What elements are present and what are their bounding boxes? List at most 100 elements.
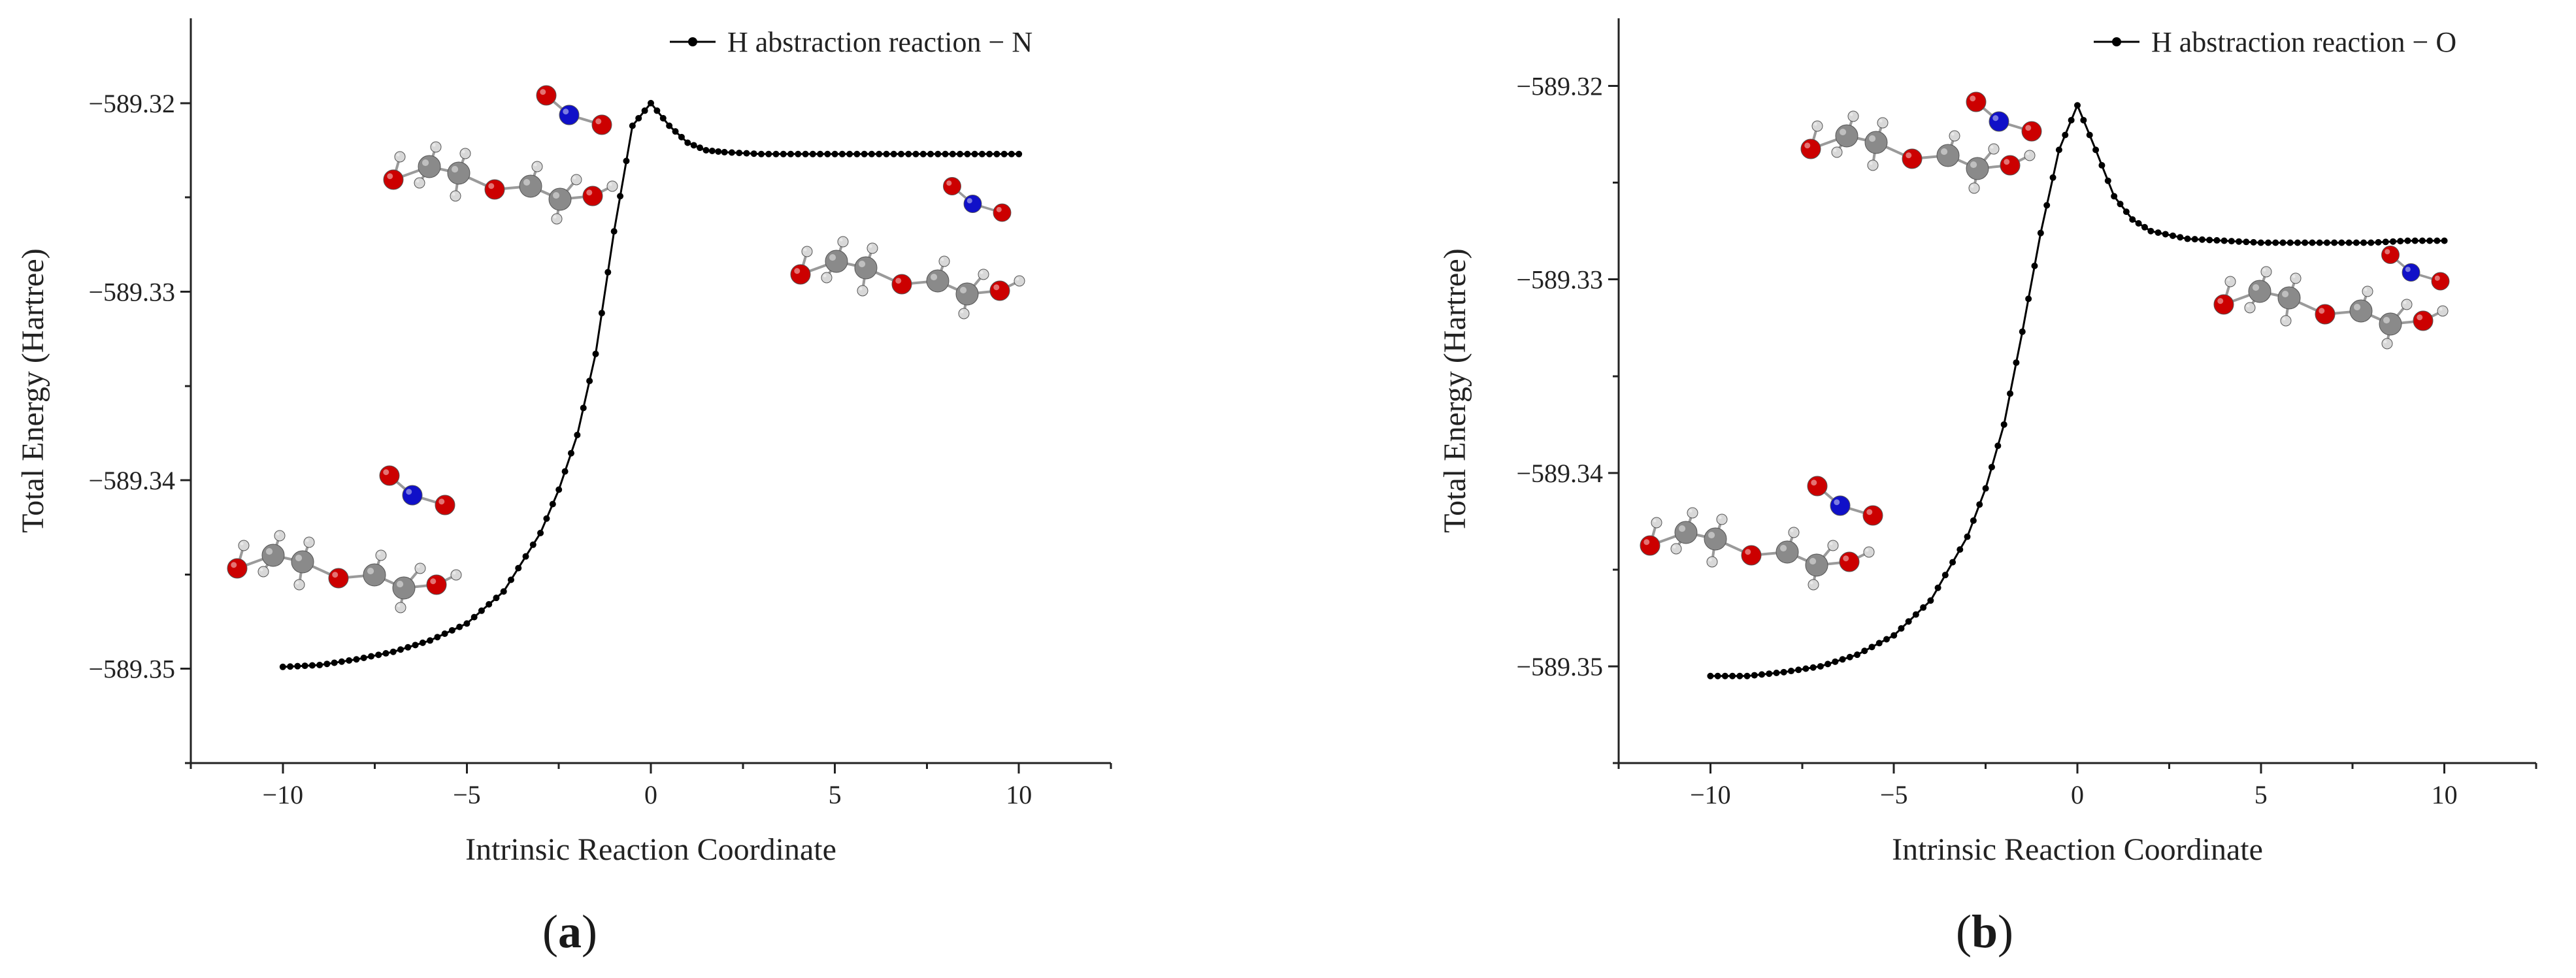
atom-highlight <box>1833 148 1837 152</box>
data-point <box>598 310 605 317</box>
data-point <box>1809 664 1817 671</box>
atom-H <box>450 569 462 581</box>
data-point <box>1949 559 1957 566</box>
data-point <box>397 646 405 653</box>
data-point <box>721 148 728 155</box>
no2-molecule <box>1966 91 2042 142</box>
data-point <box>1905 618 1912 625</box>
reactant-like-molecule <box>383 141 618 225</box>
data-point <box>617 193 624 200</box>
no2-molecule <box>2381 246 2450 291</box>
atom-H <box>570 174 582 186</box>
data-point <box>543 515 550 522</box>
data-point <box>1000 150 1008 157</box>
x-tick-label: 0 <box>644 780 657 809</box>
data-point <box>427 637 434 644</box>
atom-highlight <box>2405 267 2411 272</box>
data-point <box>648 99 654 106</box>
data-point <box>405 644 412 651</box>
data-point <box>2434 237 2441 244</box>
atom-highlight <box>1990 145 1994 149</box>
atom-highlight <box>2383 316 2390 324</box>
data-point <box>2279 239 2287 246</box>
legend-label: H abstraction reaction − N <box>727 26 1032 58</box>
atom-highlight <box>377 551 381 555</box>
atom-highlight <box>1970 184 1974 188</box>
atom-C <box>519 174 542 198</box>
atom-O <box>582 186 603 206</box>
atom-H <box>1788 527 1800 538</box>
data-point <box>2170 232 2177 239</box>
y-tick-label: −589.33 <box>1516 265 1603 295</box>
data-point <box>316 661 323 668</box>
data-point <box>2000 421 2007 428</box>
data-point <box>1707 672 1714 679</box>
atom-N <box>1989 111 2009 132</box>
atom-highlight <box>553 215 557 219</box>
atom-H <box>375 549 387 561</box>
atom-O <box>435 495 455 515</box>
atom-highlight <box>1643 539 1650 546</box>
data-point <box>1912 611 1919 618</box>
atom-O <box>1640 535 1660 556</box>
atom-highlight <box>1779 544 1787 552</box>
atom-C <box>447 161 471 185</box>
atom-C <box>1936 144 1960 167</box>
data-point <box>2338 239 2345 246</box>
data-point <box>905 150 912 157</box>
data-point <box>2236 238 2243 245</box>
atom-highlight <box>432 143 436 147</box>
atom-O <box>989 280 1010 301</box>
data-point <box>1868 644 1875 651</box>
atom-highlight <box>1879 119 1883 123</box>
data-point <box>323 660 331 668</box>
atom-H <box>531 161 543 172</box>
atom-highlight <box>1834 499 1840 506</box>
data-point <box>684 139 691 146</box>
atom-highlight <box>794 268 801 274</box>
atom-O <box>328 568 349 589</box>
data-point <box>2191 236 2198 243</box>
atom-H <box>857 285 868 297</box>
atom-H <box>1949 130 1960 142</box>
atom-H <box>1827 540 1839 551</box>
data-point <box>846 150 853 157</box>
atom-highlight <box>533 163 537 167</box>
atom-C <box>1835 124 1858 148</box>
data-point <box>537 529 544 536</box>
data-point <box>2007 390 2014 397</box>
atom-O <box>2431 272 2450 291</box>
atom-highlight <box>1843 555 1849 562</box>
data-point <box>1875 640 1883 647</box>
data-point <box>2287 239 2294 246</box>
data-point <box>549 500 556 508</box>
atom-C <box>1805 553 1828 577</box>
data-point <box>715 148 722 155</box>
atom-highlight <box>1868 135 1876 142</box>
data-point <box>2360 239 2368 246</box>
atom-highlight <box>332 572 339 578</box>
atom-H <box>459 148 471 159</box>
atom-highlight <box>823 274 827 278</box>
data-point <box>2019 328 2026 335</box>
atom-highlight <box>803 248 807 252</box>
atom-highlight <box>2292 274 2296 278</box>
data-point <box>2250 238 2257 246</box>
data-point <box>419 639 426 646</box>
data-point <box>641 107 648 114</box>
atom-H <box>238 540 250 551</box>
data-point <box>507 576 514 583</box>
data-point <box>780 150 787 157</box>
atom-highlight <box>966 198 972 204</box>
data-point <box>1787 668 1794 675</box>
data-point <box>1773 670 1780 677</box>
atom-highlight <box>2434 275 2440 281</box>
atom-highlight <box>276 532 280 536</box>
y-axis-label: Total Energy (Hartree) <box>1438 248 1472 533</box>
y-tick-label: −589.34 <box>1516 459 1603 488</box>
atom-H <box>1811 120 1823 132</box>
data-point <box>986 150 993 157</box>
atom-highlight <box>2025 125 2032 131</box>
atom-C <box>392 576 416 600</box>
data-point <box>1861 647 1868 655</box>
